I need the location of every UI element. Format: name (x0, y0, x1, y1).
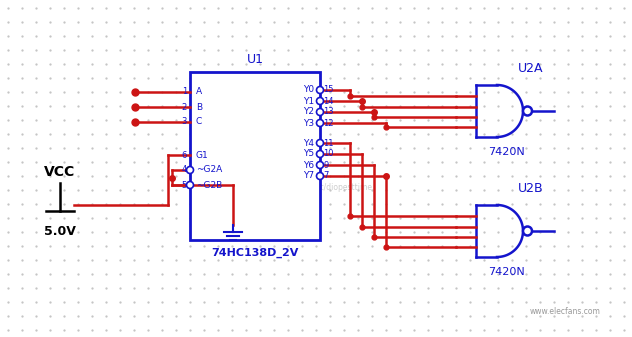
Text: C: C (196, 118, 202, 126)
Circle shape (317, 109, 324, 116)
Circle shape (317, 87, 324, 93)
Circle shape (523, 226, 532, 236)
Circle shape (317, 151, 324, 157)
Text: 7420N: 7420N (488, 147, 525, 157)
Circle shape (317, 120, 324, 126)
Text: 9: 9 (323, 160, 328, 170)
Text: B: B (196, 102, 202, 112)
Bar (190, 72, 320, 240)
Text: ~G2A: ~G2A (196, 165, 222, 175)
Text: 3: 3 (181, 118, 187, 126)
Circle shape (523, 106, 532, 116)
Text: 14: 14 (323, 96, 334, 105)
Text: 1: 1 (182, 88, 187, 96)
Text: 12: 12 (323, 119, 334, 127)
Text: 5: 5 (182, 181, 187, 189)
Circle shape (186, 166, 193, 174)
Circle shape (317, 97, 324, 104)
Text: U1: U1 (246, 53, 264, 66)
Text: Y2: Y2 (303, 108, 314, 117)
Text: 7: 7 (323, 172, 329, 181)
Text: 10: 10 (323, 150, 334, 158)
Text: Y7: Y7 (303, 172, 314, 181)
Text: Y3: Y3 (303, 119, 314, 127)
Text: 13: 13 (323, 108, 334, 117)
Text: 7420N: 7420N (488, 267, 525, 277)
Text: 11: 11 (323, 139, 334, 148)
Circle shape (317, 173, 324, 180)
Text: ~G2B: ~G2B (196, 181, 222, 189)
Text: http://blog.csdn.net/diopesttime: http://blog.csdn.net/diopesttime (248, 184, 372, 192)
Text: Y4: Y4 (303, 139, 314, 148)
Text: www.elecfans.com: www.elecfans.com (530, 307, 600, 316)
Circle shape (186, 182, 193, 188)
Text: 5.0V: 5.0V (44, 225, 76, 238)
Text: U2B: U2B (518, 182, 544, 195)
Circle shape (317, 140, 324, 147)
Text: 15: 15 (323, 86, 334, 94)
Text: 74HC138D_2V: 74HC138D_2V (211, 248, 299, 258)
Text: Y6: Y6 (303, 160, 314, 170)
Circle shape (317, 161, 324, 168)
Text: 2: 2 (182, 102, 187, 112)
Text: Y1: Y1 (303, 96, 314, 105)
Text: Y5: Y5 (303, 150, 314, 158)
Text: A: A (196, 88, 202, 96)
Text: Y0: Y0 (303, 86, 314, 94)
Text: U2A: U2A (518, 62, 544, 75)
Text: G1: G1 (196, 151, 209, 159)
Text: VCC: VCC (44, 165, 76, 179)
Text: 6: 6 (181, 151, 187, 159)
Text: 4: 4 (182, 165, 187, 175)
